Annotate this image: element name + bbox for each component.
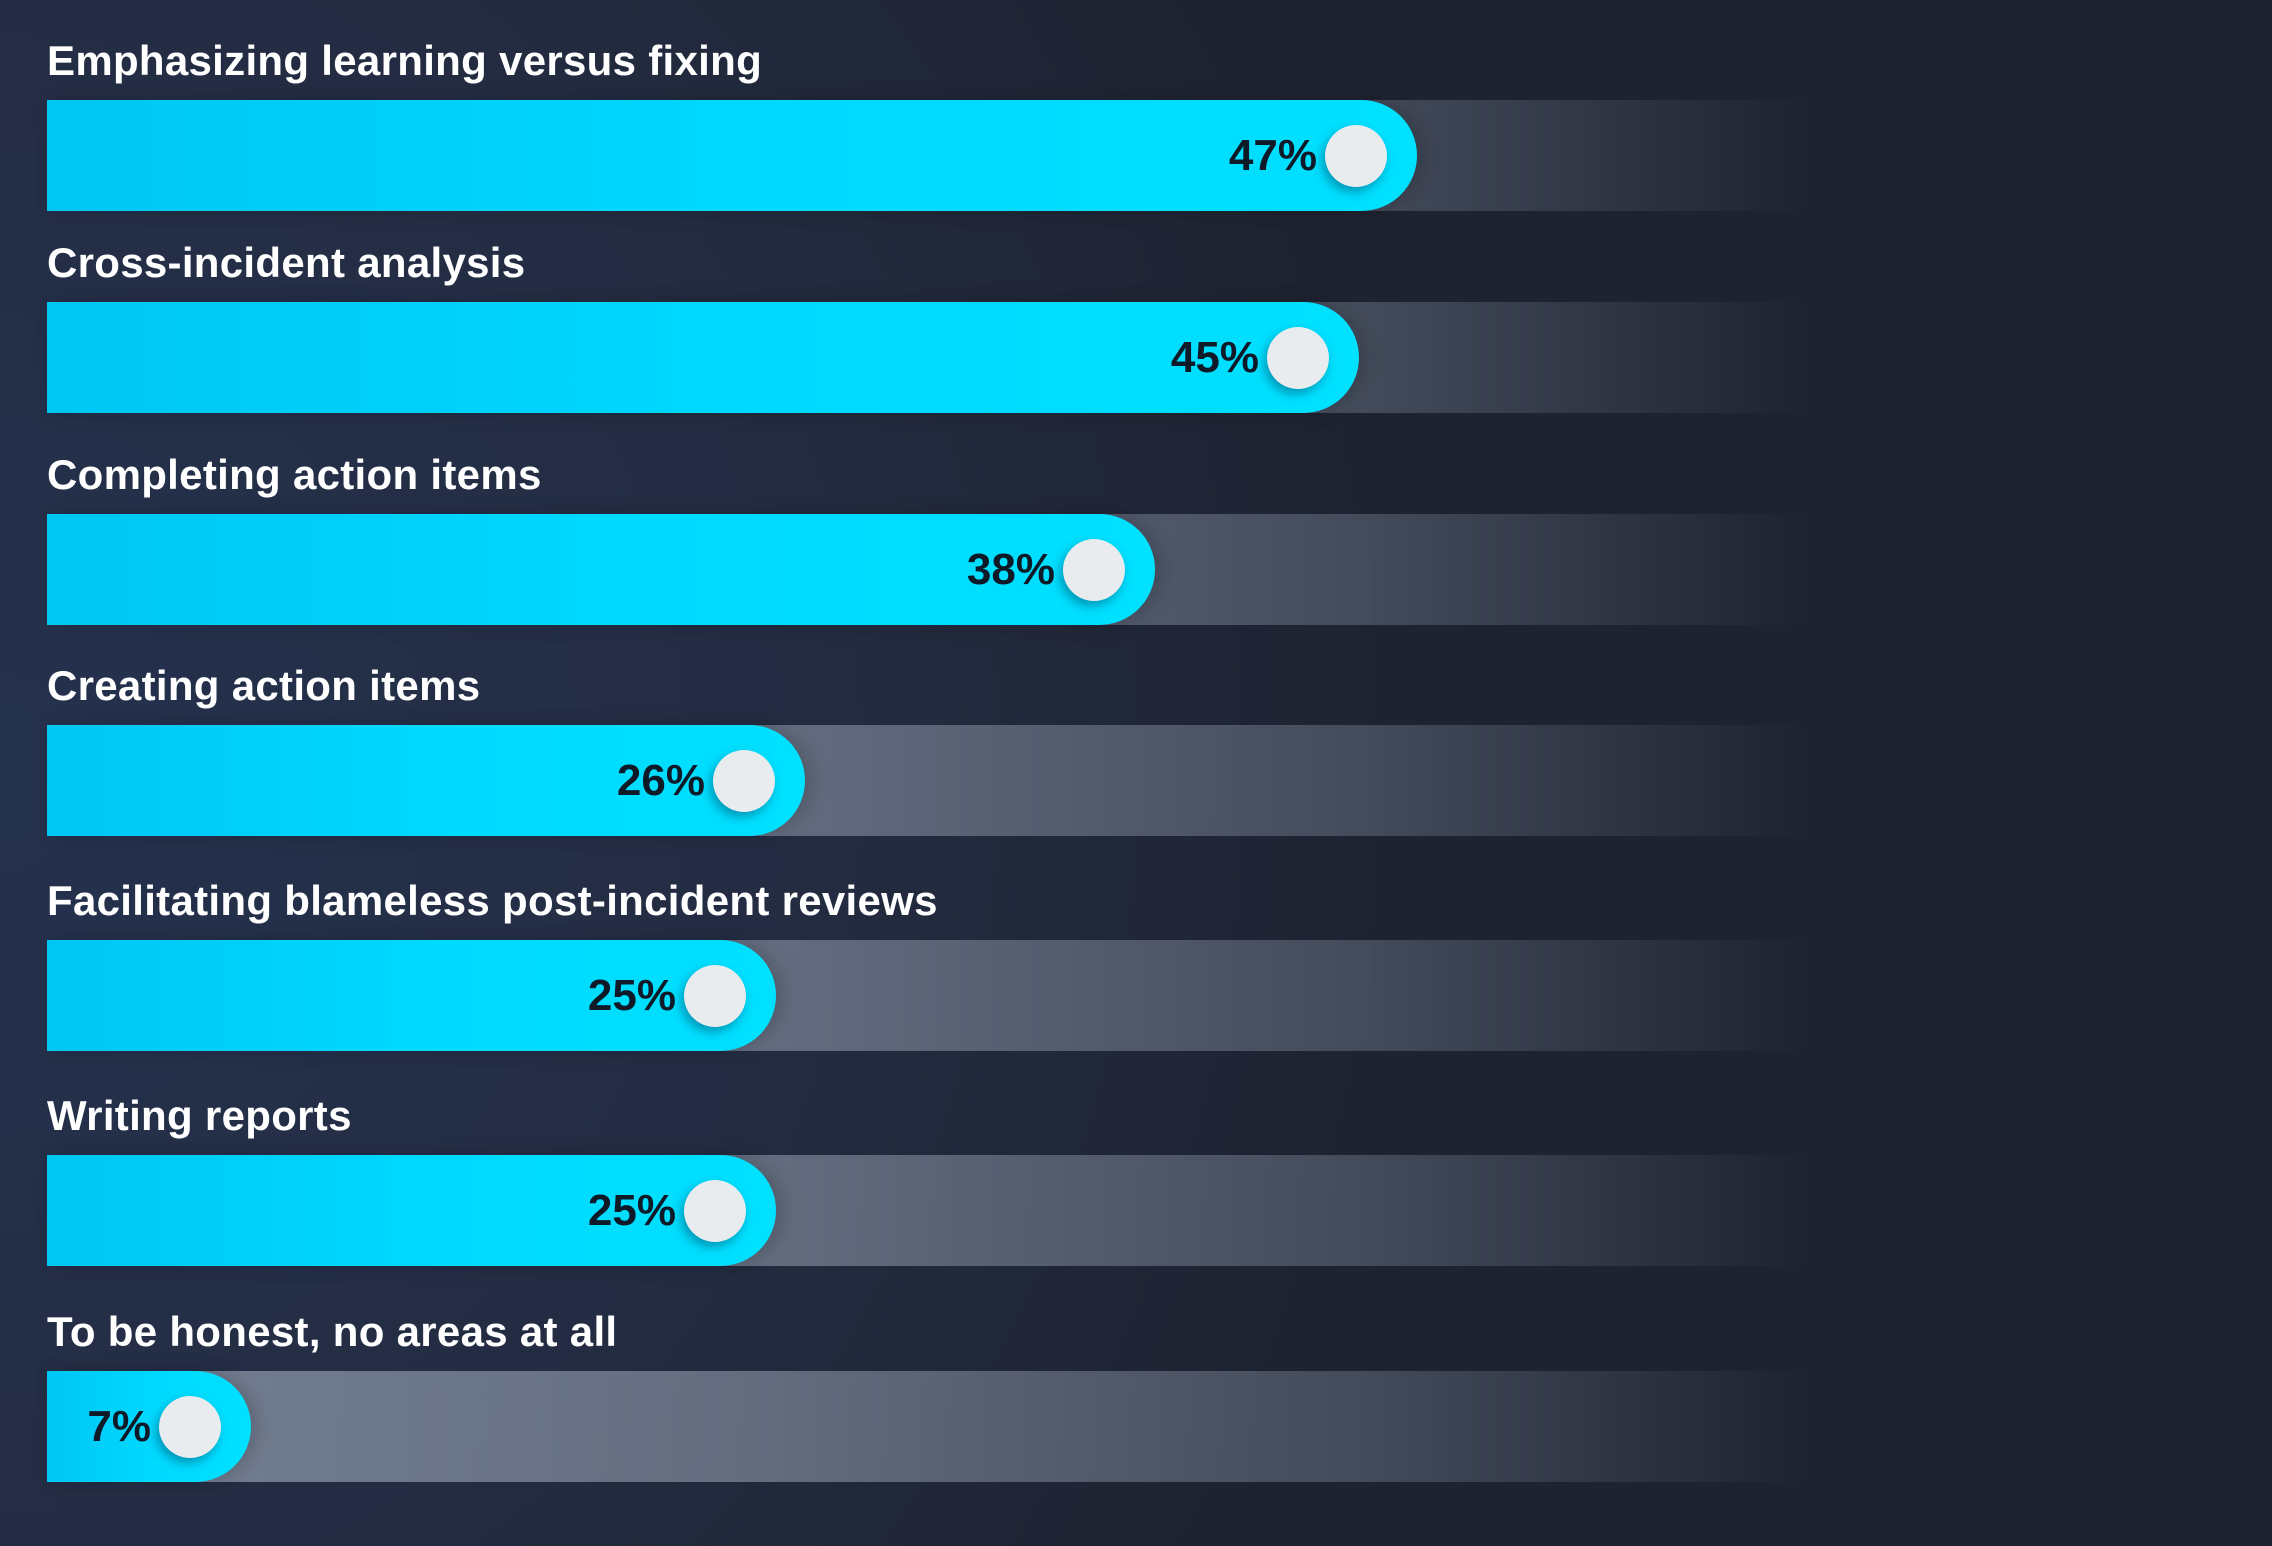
bar-track: 7% xyxy=(47,1371,1807,1482)
category-label: Facilitating blameless post-incident rev… xyxy=(47,877,938,924)
category-label: Creating action items xyxy=(47,662,481,709)
category-label: To be honest, no areas at all xyxy=(47,1308,618,1355)
value-label: 7% xyxy=(87,1402,151,1451)
bar-knob xyxy=(1063,539,1125,601)
category-label: Writing reports xyxy=(47,1092,352,1139)
bar-knob xyxy=(684,965,746,1027)
value-label: 26% xyxy=(616,756,705,805)
bar-track: 25% xyxy=(47,1155,1807,1266)
bar-fill xyxy=(47,514,1155,625)
category-label: Completing action items xyxy=(47,451,542,498)
category-label: Cross-incident analysis xyxy=(47,239,526,286)
bar-knob xyxy=(1325,125,1387,187)
bar-fill xyxy=(47,725,805,836)
bar-fill xyxy=(47,302,1359,413)
bar-fill xyxy=(47,100,1417,211)
value-label: 45% xyxy=(1170,333,1259,382)
bar-knob xyxy=(684,1180,746,1242)
value-label: 38% xyxy=(966,545,1055,594)
bar-track: 26% xyxy=(47,725,1807,836)
bar-knob xyxy=(159,1396,221,1458)
value-label: 25% xyxy=(587,971,676,1020)
bar-fill xyxy=(47,1155,776,1266)
bar-track: 25% xyxy=(47,940,1807,1051)
value-label: 25% xyxy=(587,1186,676,1235)
category-label: Emphasizing learning versus fixing xyxy=(47,37,763,84)
bar-track: 38% xyxy=(47,514,1807,625)
bar-fill xyxy=(47,940,776,1051)
bar-knob xyxy=(1267,327,1329,389)
bar-track: 45% xyxy=(47,302,1807,413)
bar-track: 47% xyxy=(47,100,1807,211)
bar-knob xyxy=(713,750,775,812)
value-label: 47% xyxy=(1228,131,1317,180)
